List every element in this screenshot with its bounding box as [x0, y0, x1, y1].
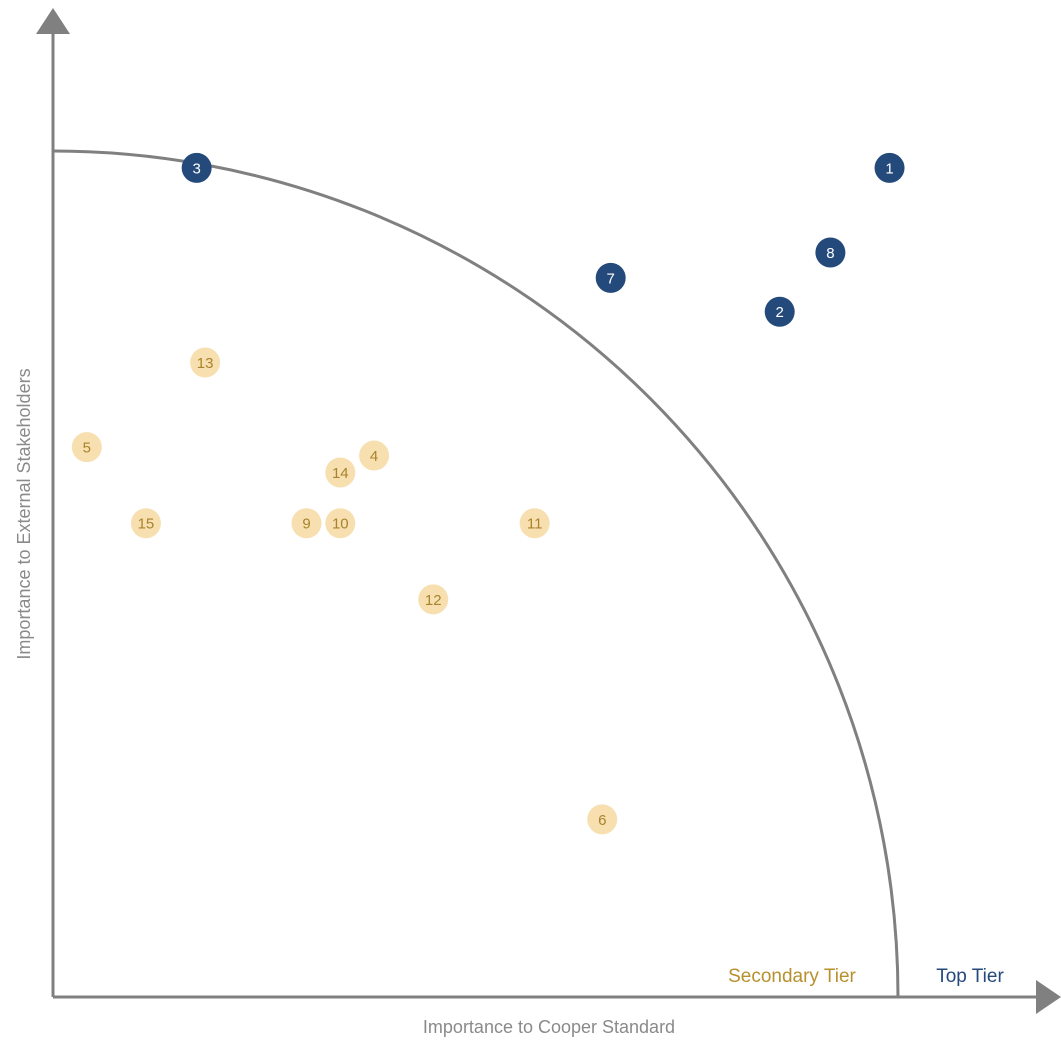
point-label-14: 14	[332, 465, 349, 482]
point-marker-6	[587, 804, 618, 835]
point-4: 4	[359, 440, 390, 471]
point-label-5: 5	[83, 440, 91, 457]
point-label-8: 8	[826, 245, 834, 262]
point-9: 9	[291, 508, 322, 539]
point-11: 11	[519, 508, 550, 539]
point-15: 15	[130, 508, 161, 539]
point-14: 14	[325, 457, 356, 488]
point-marker-5	[71, 432, 102, 463]
point-10: 10	[325, 508, 356, 539]
secondary-tier-label: Secondary Tier	[728, 966, 856, 987]
point-marker-11	[519, 508, 550, 539]
point-label-2: 2	[776, 304, 784, 321]
point-5: 5	[71, 432, 102, 463]
axes	[36, 8, 1061, 1014]
point-marker-12	[418, 584, 449, 615]
point-label-15: 15	[138, 516, 155, 533]
point-label-7: 7	[607, 270, 615, 287]
point-1: 1	[874, 152, 905, 183]
y-axis-title: Importance to External Stakeholders	[14, 368, 34, 659]
point-marker-9	[291, 508, 322, 539]
point-label-11: 11	[527, 516, 543, 533]
point-7: 7	[595, 262, 626, 293]
point-marker-10	[325, 508, 356, 539]
point-marker-1	[874, 152, 905, 183]
point-label-1: 1	[885, 160, 893, 177]
y-axis-arrow	[36, 8, 70, 34]
point-13: 13	[190, 347, 221, 378]
point-3: 3	[181, 152, 212, 183]
point-12: 12	[418, 584, 449, 615]
point-label-3: 3	[192, 160, 200, 177]
point-marker-4	[359, 440, 390, 471]
point-label-10: 10	[332, 516, 349, 533]
point-label-6: 6	[598, 812, 606, 829]
tier-boundary-arc	[52, 149, 900, 998]
point-marker-14	[325, 457, 356, 488]
point-label-9: 9	[302, 516, 310, 533]
point-marker-3	[181, 152, 212, 183]
point-label-12: 12	[425, 592, 442, 609]
point-2: 2	[764, 296, 795, 327]
x-axis-title: Importance to Cooper Standard	[423, 1017, 675, 1037]
point-marker-2	[764, 296, 795, 327]
point-marker-15	[130, 508, 161, 539]
point-6: 6	[587, 804, 618, 835]
point-8: 8	[815, 237, 846, 268]
top-tier-label: Top Tier	[936, 966, 1004, 987]
point-label-4: 4	[370, 448, 378, 465]
point-marker-7	[595, 262, 626, 293]
point-marker-13	[190, 347, 221, 378]
point-label-13: 13	[197, 355, 214, 372]
x-axis-arrow	[1036, 980, 1061, 1014]
point-marker-8	[815, 237, 846, 268]
